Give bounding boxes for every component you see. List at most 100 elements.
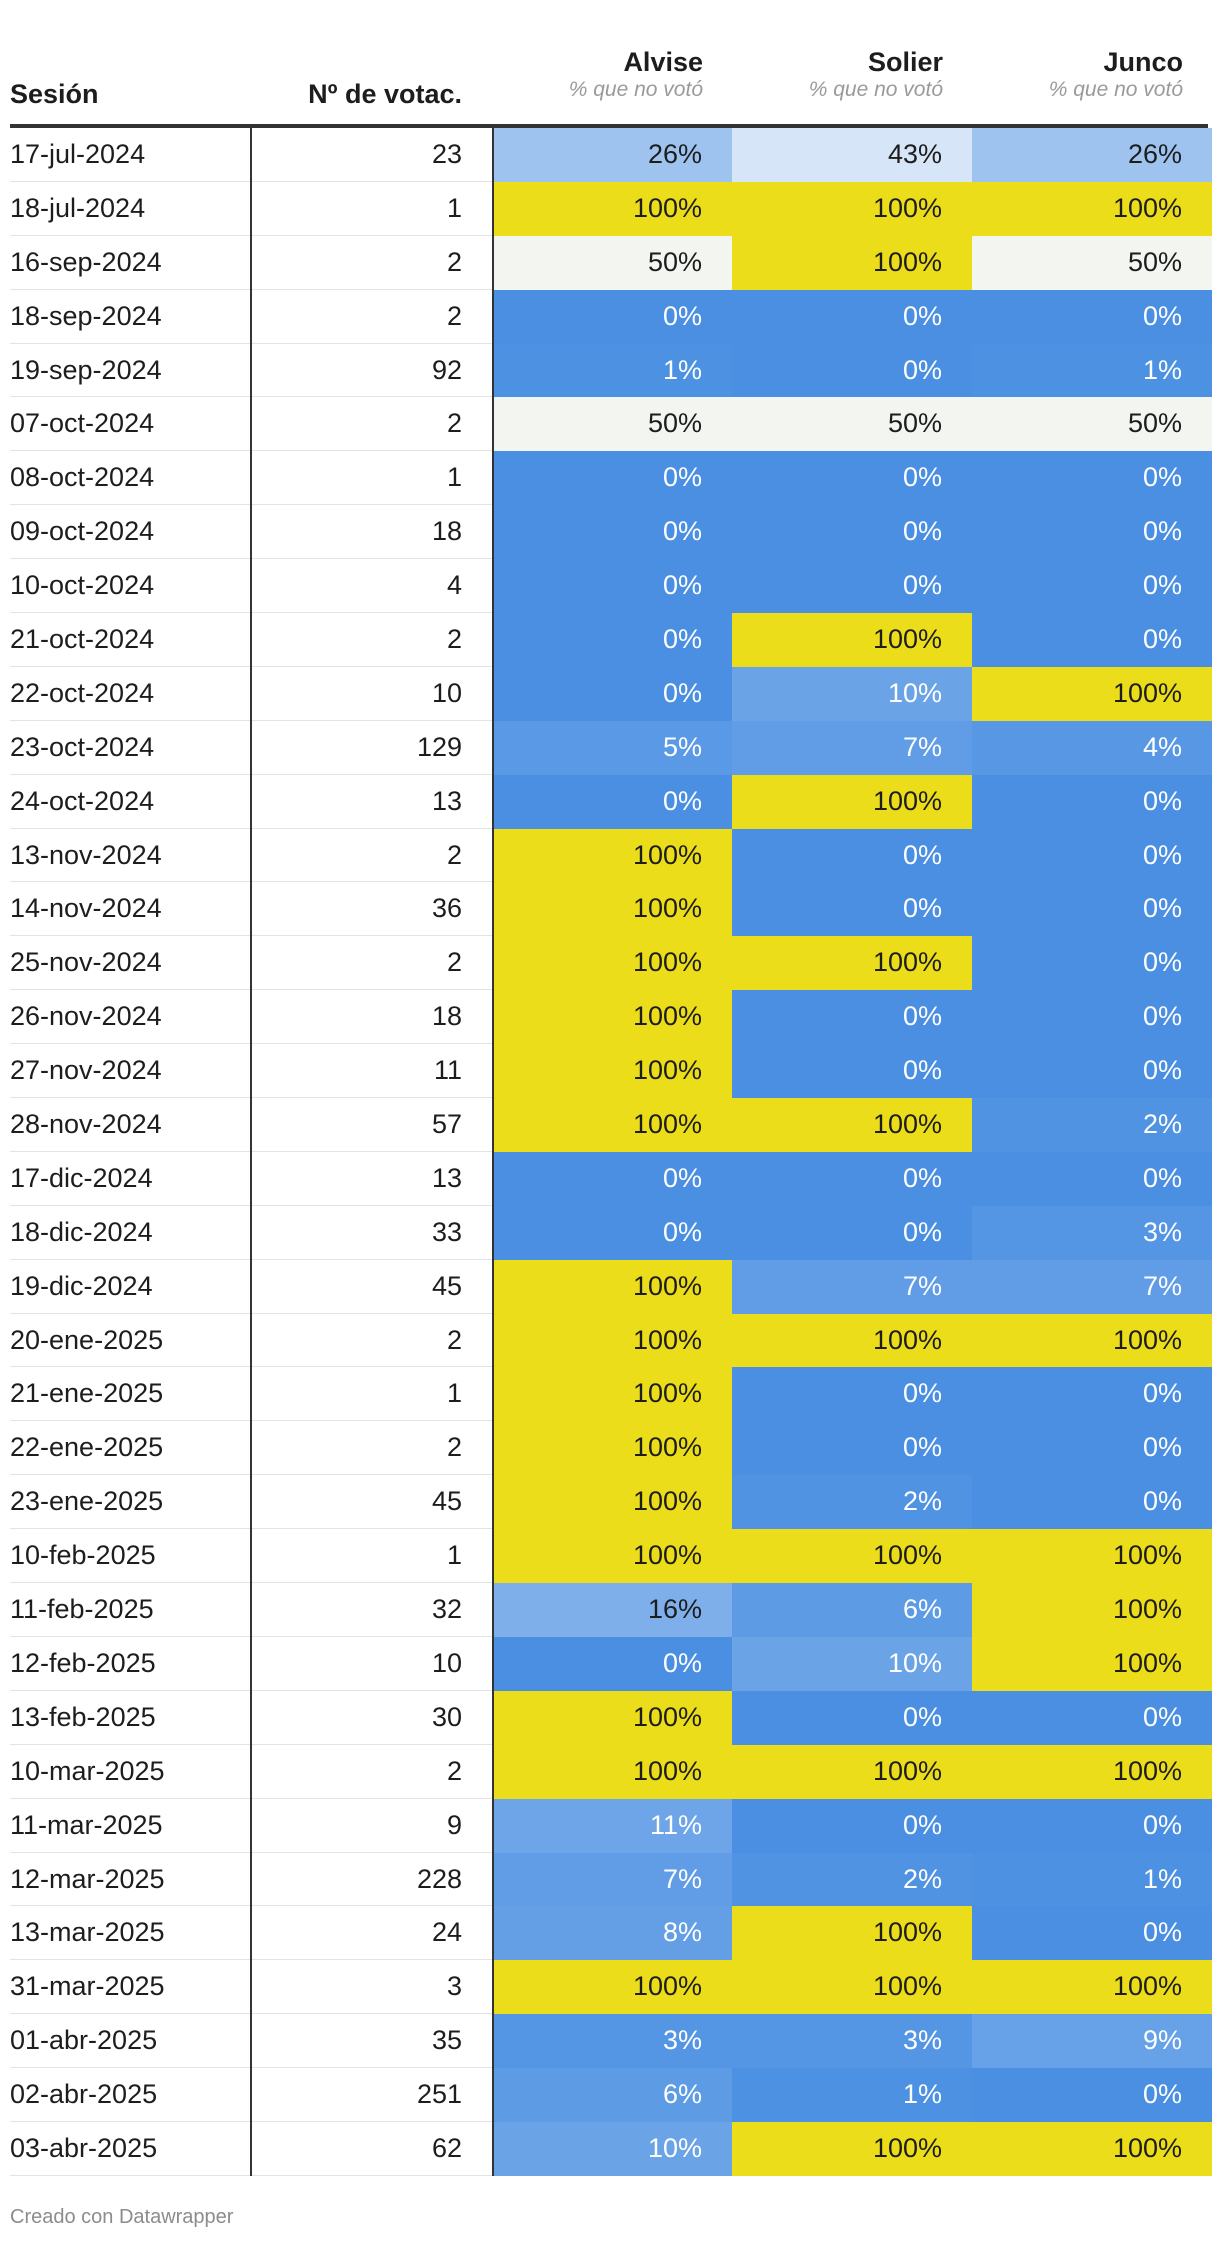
- pct-cell-junco: 0%: [972, 613, 1212, 667]
- pct-cell-junco: 26%: [972, 128, 1212, 182]
- pct-cell-alvise: 100%: [492, 1313, 732, 1368]
- pct-cell-solier: 100%: [732, 1313, 972, 1368]
- table-row: 16-sep-2024 2 50% 100% 50%: [10, 235, 1212, 290]
- session-date: 11-mar-2025: [10, 1809, 163, 1840]
- vote-count: 32: [250, 1583, 492, 1637]
- pct-cell-solier: 0%: [732, 1367, 972, 1422]
- pct-cell-solier: 100%: [732, 1529, 972, 1584]
- session-date: 28-nov-2024: [10, 1109, 162, 1140]
- pct-cell-junco: 1%: [972, 343, 1212, 398]
- vote-count: 1: [250, 451, 492, 506]
- session-date: 09-oct-2024: [10, 516, 155, 547]
- pct-cell-solier: 0%: [732, 451, 972, 506]
- vote-count: 3: [250, 1960, 492, 2015]
- session-date: 19-sep-2024: [10, 354, 162, 385]
- pct-cell-alvise: 5%: [492, 720, 732, 775]
- pct-cell-junco: 0%: [972, 1151, 1212, 1206]
- session-date: 14-nov-2024: [10, 893, 162, 924]
- pct-cell-junco: 100%: [972, 666, 1212, 721]
- vote-count: 2: [250, 289, 492, 344]
- pct-cell-solier: 100%: [732, 235, 972, 290]
- session-date: 01-abr-2025: [10, 2025, 158, 2056]
- pct-cell-junco: 100%: [972, 1583, 1212, 1637]
- table-row: 23-ene-2025 45 100% 2% 0%: [10, 1475, 1212, 1530]
- session-date: 11-feb-2025: [10, 1594, 154, 1625]
- pct-cell-alvise: 6%: [492, 2068, 732, 2122]
- session-date: 31-mar-2025: [10, 1971, 165, 2002]
- session-date: 18-sep-2024: [10, 300, 162, 331]
- vote-count: 10: [250, 666, 492, 721]
- pct-cell-junco: 100%: [972, 1313, 1212, 1368]
- vote-count: 45: [250, 1475, 492, 1530]
- table-row: 10-oct-2024 4 0% 0% 0%: [10, 559, 1212, 614]
- pct-cell-alvise: 0%: [492, 1636, 732, 1691]
- session-date: 03-abr-2025: [10, 2132, 158, 2163]
- pct-cell-solier: 0%: [732, 343, 972, 398]
- pct-cell-junco: 100%: [972, 181, 1212, 236]
- pct-cell-junco: 100%: [972, 1529, 1212, 1584]
- pct-cell-alvise: 100%: [492, 1367, 732, 1422]
- session-date: 10-mar-2025: [10, 1755, 165, 1786]
- pct-cell-solier: 6%: [732, 1583, 972, 1637]
- session-date: 26-nov-2024: [10, 1001, 162, 1032]
- pct-cell-alvise: 1%: [492, 343, 732, 398]
- table-row: 18-sep-2024 2 0% 0% 0%: [10, 289, 1212, 344]
- header-solier-name: Solier: [867, 47, 943, 77]
- pct-cell-alvise: 100%: [492, 1044, 732, 1099]
- pct-cell-solier: 0%: [732, 1044, 972, 1099]
- pct-cell-junco: 0%: [972, 936, 1212, 991]
- pct-cell-solier: 0%: [732, 505, 972, 560]
- vote-count: 1: [250, 181, 492, 236]
- header-solier-sub: % que no votó: [808, 78, 943, 101]
- vote-count: 1: [250, 1367, 492, 1422]
- pct-cell-alvise: 0%: [492, 559, 732, 614]
- pct-cell-alvise: 100%: [492, 828, 732, 883]
- table-row: 12-feb-2025 10 0% 10% 100%: [10, 1636, 1212, 1691]
- pct-cell-alvise: 100%: [492, 1744, 732, 1799]
- session-date: 24-oct-2024: [10, 785, 155, 816]
- session-date: 17-dic-2024: [10, 1162, 153, 1193]
- pct-cell-alvise: 50%: [492, 397, 732, 452]
- pct-cell-solier: 0%: [732, 1151, 972, 1206]
- vote-count: 2: [250, 1744, 492, 1799]
- session-date: 17-jul-2024: [10, 139, 146, 169]
- pct-cell-alvise: 0%: [492, 774, 732, 829]
- pct-cell-alvise: 100%: [492, 990, 732, 1045]
- session-date: 12-feb-2025: [10, 1647, 156, 1678]
- session-date: 10-oct-2024: [10, 570, 155, 601]
- table-row: 19-sep-2024 92 1% 0% 1%: [10, 343, 1212, 398]
- pct-cell-alvise: 100%: [492, 1259, 732, 1314]
- pct-cell-junco: 7%: [972, 1259, 1212, 1314]
- table-row: 13-mar-2025 24 8% 100% 0%: [10, 1906, 1212, 1961]
- vote-count: 129: [250, 720, 492, 775]
- table-row: 11-feb-2025 32 16% 6% 100%: [10, 1583, 1212, 1637]
- pct-cell-alvise: 0%: [492, 666, 732, 721]
- vote-count: 45: [250, 1259, 492, 1314]
- vote-count: 18: [250, 990, 492, 1045]
- vote-count: 18: [250, 505, 492, 560]
- table-row: 03-abr-2025 62 10% 100% 100%: [10, 2121, 1212, 2176]
- pct-cell-alvise: 0%: [492, 613, 732, 667]
- pct-cell-solier: 7%: [732, 720, 972, 775]
- table-row: 24-oct-2024 13 0% 100% 0%: [10, 774, 1212, 829]
- vote-count: 10: [250, 1636, 492, 1691]
- pct-cell-junco: 4%: [972, 720, 1212, 775]
- pct-cell-junco: 0%: [972, 1690, 1212, 1745]
- header-alvise: Alvise % que no votó: [492, 46, 703, 102]
- pct-cell-solier: 100%: [732, 774, 972, 829]
- pct-cell-solier: 7%: [732, 1259, 972, 1314]
- pct-cell-solier: 100%: [732, 1098, 972, 1152]
- header-solier: Solier % que no votó: [732, 46, 943, 102]
- pct-cell-solier: 10%: [732, 1636, 972, 1691]
- pct-cell-alvise: 0%: [492, 1205, 732, 1260]
- pct-cell-alvise: 100%: [492, 1421, 732, 1476]
- header-session: Sesión: [10, 79, 99, 109]
- session-date: 13-nov-2024: [10, 839, 162, 870]
- pct-cell-alvise: 100%: [492, 1960, 732, 2015]
- table-row: 18-jul-2024 1 100% 100% 100%: [10, 181, 1212, 236]
- vote-count: 1: [250, 1529, 492, 1584]
- pct-cell-solier: 3%: [732, 2014, 972, 2069]
- pct-cell-alvise: 100%: [492, 882, 732, 937]
- pct-cell-solier: 0%: [732, 828, 972, 883]
- table-row: 11-mar-2025 9 11% 0% 0%: [10, 1798, 1212, 1853]
